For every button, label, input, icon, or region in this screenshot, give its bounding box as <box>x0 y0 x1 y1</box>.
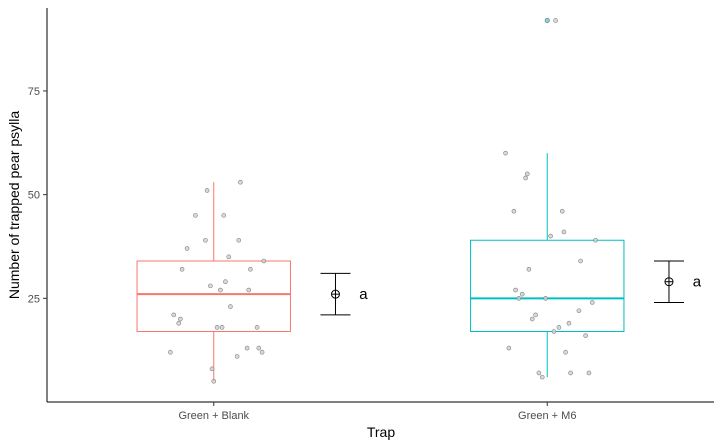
jitter-point <box>516 296 522 301</box>
jitter-point <box>179 266 185 272</box>
y-tick-label: 25 <box>28 293 40 305</box>
y-tick-label: 75 <box>28 86 40 98</box>
jitter-point <box>503 150 508 156</box>
jitter-point <box>556 325 562 330</box>
jitter-point <box>244 345 250 351</box>
mean-ci-markers: aa <box>320 260 702 316</box>
jitter-point <box>578 258 583 264</box>
jitter-point <box>561 229 567 235</box>
jitter-point <box>576 308 582 314</box>
jitter-point <box>176 320 182 326</box>
jitter-point <box>204 188 210 193</box>
axes <box>46 8 714 403</box>
jitter-point <box>539 374 545 380</box>
jitter-point <box>236 237 242 243</box>
jitter-point <box>506 345 512 351</box>
jitter-point <box>226 254 232 260</box>
jitter-point <box>193 213 198 218</box>
jitter-point <box>248 266 253 272</box>
jitter-point <box>563 349 568 355</box>
jitter-point <box>221 213 227 218</box>
jitter-points <box>168 18 598 384</box>
jitter-point <box>559 208 565 214</box>
iqr-box <box>470 239 625 332</box>
jitter-point <box>553 18 558 23</box>
jitter-point <box>536 370 542 376</box>
x-tick-label: Green + Blank <box>178 410 249 422</box>
y-axis-ticks: 25 50 75 <box>28 86 47 305</box>
jitter-point <box>208 283 213 289</box>
jitter-point <box>218 287 223 293</box>
significance-letter: a <box>359 286 368 303</box>
x-tick-label: Green + M6 <box>518 410 576 422</box>
jitter-point <box>261 258 267 264</box>
jitter-point <box>238 179 243 185</box>
jitter-point <box>203 237 208 243</box>
y-axis-title: Number of trapped pear psylla <box>6 111 22 300</box>
y-tick-label: 50 <box>28 190 40 202</box>
jitter-point <box>593 237 598 243</box>
jitter-point <box>566 320 572 326</box>
jitter-point <box>583 333 588 338</box>
jitter-point <box>209 366 215 372</box>
x-axis-title: Trap <box>367 424 395 440</box>
significance-letter: a <box>693 274 702 291</box>
jitter-point <box>544 18 550 23</box>
jitter-point <box>526 266 532 272</box>
jitter-point <box>523 175 528 181</box>
jitter-point <box>178 316 183 322</box>
jitter-point <box>168 349 173 355</box>
jitter-point <box>533 312 538 318</box>
jitter-point <box>184 246 190 251</box>
x-axis-ticks: Green + Blank Green + M6 <box>178 402 576 422</box>
jitter-point <box>529 316 535 322</box>
jitter-point <box>551 329 557 334</box>
jitter-point <box>254 325 260 330</box>
boxes <box>136 17 625 382</box>
jitter-point <box>246 287 252 293</box>
jitter-point <box>256 345 262 351</box>
iqr-box <box>136 260 291 332</box>
jitter-point <box>519 291 525 297</box>
jitter-point <box>259 349 265 355</box>
jitter-point <box>228 304 233 309</box>
jitter-point <box>171 312 177 318</box>
jitter-point <box>589 300 595 305</box>
jitter-point <box>211 378 217 384</box>
jitter-point <box>214 325 220 330</box>
jitter-point <box>543 296 548 301</box>
jitter-point <box>586 370 592 376</box>
jitter-point <box>548 233 553 239</box>
jitter-point <box>524 171 530 177</box>
jitter-point <box>511 208 517 214</box>
jitter-point <box>234 354 240 359</box>
jitter-point <box>223 279 228 285</box>
jitter-point <box>568 370 573 376</box>
jitter-point <box>219 325 225 330</box>
jitter-point <box>513 287 518 293</box>
